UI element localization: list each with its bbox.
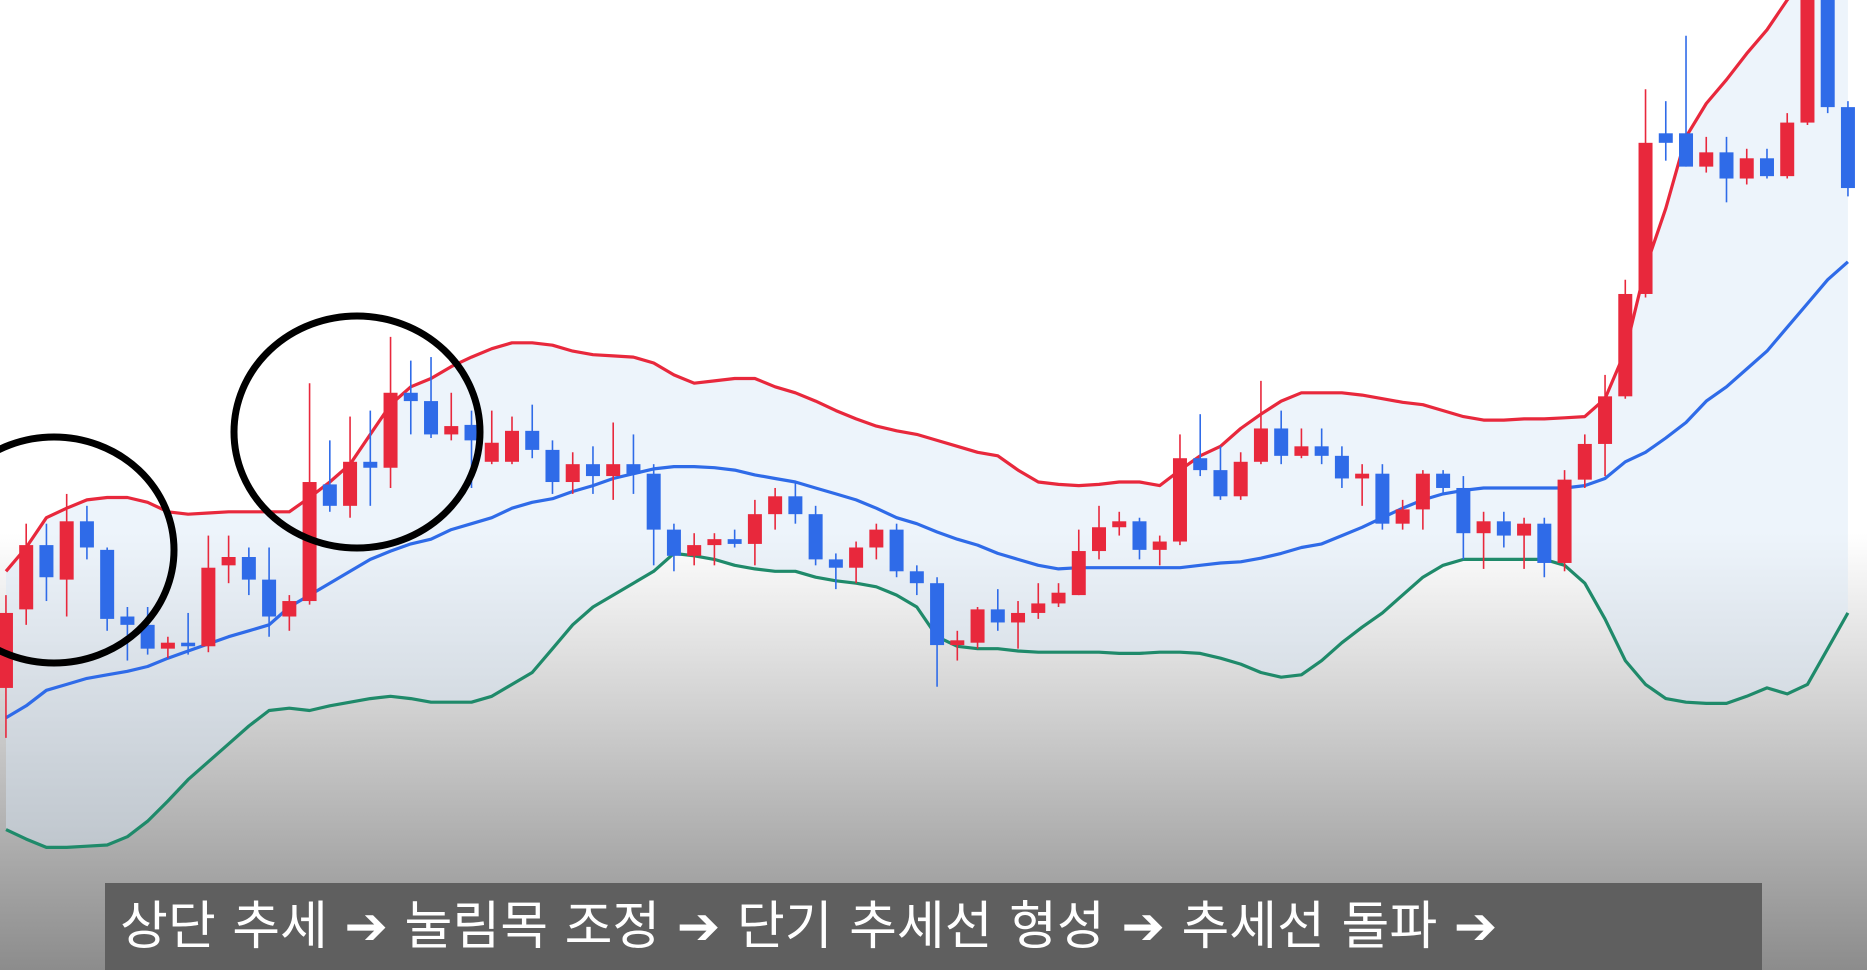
candle-body	[1051, 592, 1066, 604]
candle-body	[1800, 0, 1815, 123]
candle-body	[1517, 523, 1532, 536]
candle-body	[606, 464, 621, 477]
caption-box	[105, 883, 1762, 970]
candle-body	[1011, 612, 1026, 623]
candle-body	[221, 557, 236, 566]
candle-body	[950, 640, 965, 646]
candle-body	[626, 464, 641, 474]
candle-body	[282, 601, 297, 617]
candle-body	[1415, 473, 1430, 510]
candle-body	[1395, 509, 1410, 524]
candle-body	[1759, 158, 1774, 177]
candle-body	[687, 545, 702, 556]
candle-body	[1780, 122, 1795, 177]
candle-body	[1031, 603, 1046, 613]
caption: 상단 추세 ➔ 눌림목 조정 ➔ 단기 추세선 형성 ➔ 추세선 돌파 ➔	[120, 897, 1497, 957]
candle-body	[140, 624, 155, 649]
candle-body	[1334, 455, 1349, 479]
candle-body	[1294, 446, 1309, 456]
candle-body	[565, 464, 580, 483]
candle-body	[1557, 479, 1572, 563]
candle-body	[444, 426, 459, 435]
candle-body	[403, 392, 418, 402]
candle-body	[1476, 521, 1491, 534]
candle-body	[909, 571, 924, 584]
candle-body	[424, 401, 439, 435]
candle-body	[727, 539, 742, 544]
candle-body	[383, 392, 398, 468]
candle-body	[1213, 470, 1228, 497]
candle-body	[646, 473, 661, 530]
candle-body	[363, 461, 378, 468]
candle-body	[585, 464, 600, 477]
candle-body	[768, 496, 783, 515]
band-fill	[6, 0, 1848, 848]
candle-body	[1172, 458, 1187, 542]
candle-body	[120, 616, 135, 625]
candle-body	[160, 642, 175, 649]
candle-body	[1679, 133, 1694, 167]
candle-body	[201, 567, 216, 647]
plot-area	[0, 0, 1855, 849]
candle-body	[504, 430, 519, 462]
candle-body	[970, 609, 985, 643]
candle-body	[1071, 551, 1086, 596]
candle-body	[1638, 142, 1653, 294]
candle-body	[1355, 473, 1370, 479]
candle-body	[1375, 473, 1390, 524]
candle-body	[1132, 521, 1147, 550]
candle-body	[181, 642, 196, 647]
candle-body	[666, 529, 681, 556]
candle-body	[59, 521, 74, 580]
candle-body	[747, 514, 762, 544]
candle-body	[930, 583, 945, 646]
candle-body	[464, 424, 479, 441]
candle-body	[100, 549, 115, 619]
candle-body	[707, 539, 722, 546]
candle-body	[1496, 521, 1511, 536]
candle-body	[343, 461, 358, 506]
candle-body	[241, 557, 256, 580]
candle-body	[849, 547, 864, 568]
candle-body	[1314, 446, 1329, 456]
candle-body	[1092, 527, 1107, 552]
candle-body	[79, 521, 94, 548]
candle-body	[1537, 523, 1552, 563]
candle-body	[1840, 107, 1855, 189]
candle-body	[19, 545, 34, 610]
candle-body	[1233, 461, 1248, 497]
candle-body	[869, 529, 884, 548]
candle-body	[1193, 458, 1208, 471]
highlight-circle	[0, 433, 178, 667]
candle-body	[1699, 152, 1714, 167]
candle-body	[322, 484, 337, 506]
candle-body	[1618, 293, 1633, 397]
candle-body	[1820, 0, 1835, 108]
candle-body	[1719, 152, 1734, 179]
candle-body	[39, 545, 54, 578]
candle-body	[1456, 487, 1471, 534]
candle-body	[1658, 133, 1673, 143]
candle-body	[525, 430, 540, 450]
candle-body	[1112, 521, 1127, 528]
candle-body	[828, 559, 843, 568]
candle-body	[1436, 473, 1451, 488]
candle-body	[484, 442, 499, 462]
candle-body	[1598, 396, 1613, 444]
candle-body	[808, 514, 823, 560]
highlight-circle	[230, 312, 484, 552]
candle-body	[1739, 158, 1754, 179]
candle-body	[990, 609, 1005, 623]
candle-body	[545, 449, 560, 483]
candle-body	[1152, 541, 1167, 550]
candle-body	[1253, 428, 1268, 462]
candle-body	[262, 579, 277, 617]
candle-body	[788, 496, 803, 515]
candle-body	[1577, 443, 1592, 480]
candle-body	[889, 529, 904, 572]
candle-body	[1274, 428, 1289, 456]
